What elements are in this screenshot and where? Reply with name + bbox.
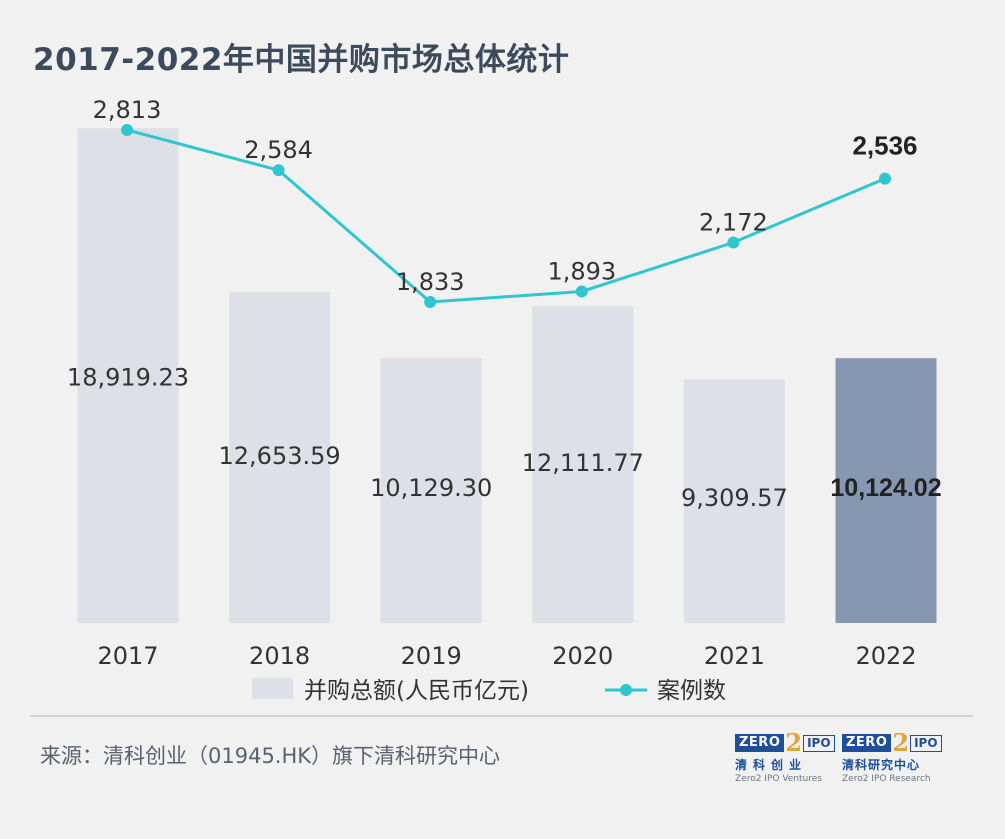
x-tick-label-2017: 2017 [97, 642, 158, 670]
logo-two-text: 2 [892, 728, 910, 757]
logo-two-text: 2 [785, 728, 803, 757]
logo-zero-text: ZERO [735, 734, 785, 752]
line-value-label-2017: 2,813 [93, 96, 162, 124]
x-tick-label-2019: 2019 [401, 642, 462, 670]
bar-value-label-2017: 18,919.23 [67, 363, 189, 391]
legend-label-line: 案例数 [657, 678, 726, 704]
line-point-2022 [879, 172, 891, 185]
zero2ipo-ventures-logo: ZERO 2 IPO 清科创业 Zero2 IPO Ventures [735, 728, 835, 789]
divider [30, 715, 973, 717]
logo-mark: ZERO 2 IPO [735, 728, 835, 757]
line-value-label-2022: 2,536 [852, 131, 917, 161]
logo-ipo-text: IPO [910, 734, 942, 752]
bar-2022 [835, 358, 937, 623]
x-tick-label-2022: 2022 [855, 642, 916, 670]
zero2ipo-research-logo: ZERO 2 IPO 清科研究中心 Zero2 IPO Research [842, 728, 942, 789]
bar-2018 [229, 292, 331, 623]
line-point-2021 [727, 236, 740, 249]
line-point-2019 [424, 296, 437, 308]
x-tick-label-2021: 2021 [704, 642, 765, 670]
chart-title: 2017-2022年中国并购市场总体统计 [33, 42, 570, 78]
bar-2017 [77, 128, 179, 623]
bar-2019 [380, 358, 482, 623]
bar-value-label-2021: 9,309.57 [681, 484, 788, 512]
legend-label-bar: 并购总额(人民币亿元) [304, 678, 529, 704]
logo-cn-text: 清科创业 [735, 758, 808, 772]
bar-2020 [532, 306, 634, 623]
legend-swatch-marker [620, 684, 632, 696]
logo-cn-text: 清科研究中心 [842, 758, 921, 772]
bar-value-label-2022: 10,124.02 [830, 474, 941, 502]
line-point-2018 [272, 164, 285, 177]
line-value-label-2019: 1,833 [396, 268, 465, 296]
x-tick-label-2018: 2018 [249, 642, 310, 670]
line-series-path [126, 128, 886, 304]
bar-2021 [683, 379, 785, 623]
x-tick-label-2020: 2020 [552, 642, 613, 670]
line-value-label-2018: 2,584 [244, 136, 313, 164]
logo-en-text: Zero2 IPO Ventures [735, 774, 822, 784]
bar-value-label-2018: 12,653.59 [219, 442, 341, 470]
logo-mark: ZERO 2 IPO [842, 728, 942, 757]
line-value-label-2021: 2,172 [699, 209, 768, 237]
bar-value-label-2020: 12,111.77 [522, 449, 644, 477]
source-note: 来源：清科创业（01945.HK）旗下清科研究中心 [40, 744, 501, 768]
line-value-label-2020: 1,893 [547, 257, 616, 285]
logo-zero-text: ZERO [842, 734, 892, 752]
legend-swatch-bar [252, 678, 293, 699]
line-point-2017 [121, 124, 133, 136]
bar-value-label-2019: 10,129.30 [370, 474, 492, 502]
line-point-2020 [575, 285, 588, 298]
logo-en-text: Zero2 IPO Research [842, 774, 931, 784]
logo-ipo-text: IPO [803, 734, 835, 752]
